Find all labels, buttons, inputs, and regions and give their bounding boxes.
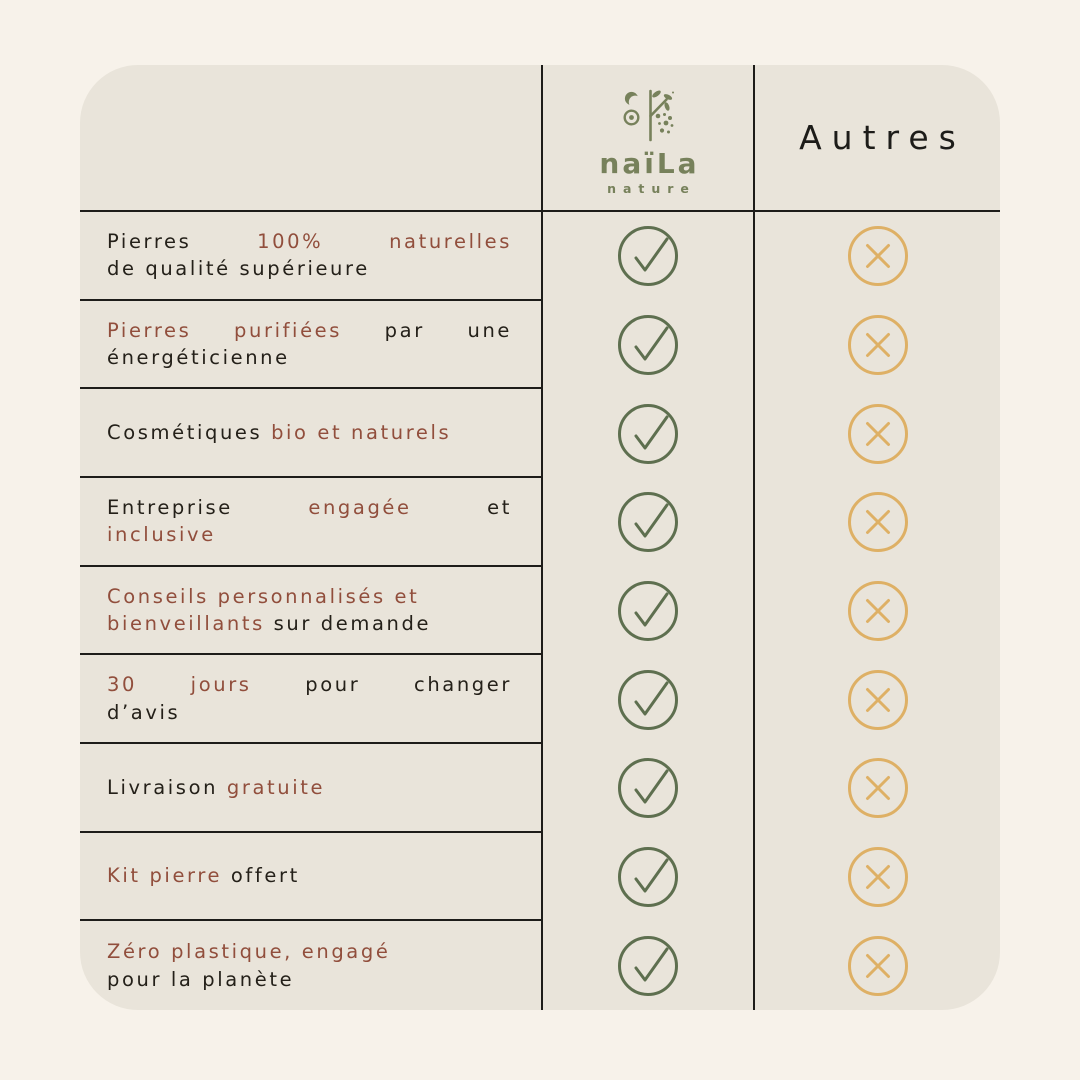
feature-text-accent: Pierres purifiées bbox=[107, 318, 343, 342]
table-row: Pierres purifiées par une énergéticienne bbox=[80, 300, 1000, 390]
table-row: Livraison gratuite bbox=[80, 744, 1000, 833]
table-row: Entreprise engagée et inclusive bbox=[80, 478, 1000, 567]
feature-text: Cosmétiques bio et naturels bbox=[107, 419, 512, 447]
autres-status-cell bbox=[753, 921, 1000, 1010]
naila-status-cell bbox=[541, 212, 753, 301]
table-row: Pierres 100% naturelles de qualité supéri… bbox=[80, 212, 1000, 301]
cross-circle-icon bbox=[847, 669, 908, 730]
feature-text-plain: Cosmétiques bbox=[107, 420, 272, 444]
feature-text: 30 jours pour changer d’avis bbox=[107, 671, 512, 726]
cross-circle-icon bbox=[847, 403, 908, 464]
autres-status-cell bbox=[753, 655, 1000, 745]
check-circle-icon bbox=[618, 315, 678, 375]
brand-name: naïLa bbox=[599, 146, 700, 180]
table-row: Conseils personnalisés et bienveillants s… bbox=[80, 566, 1000, 656]
cross-circle-icon bbox=[847, 581, 908, 642]
feature-text-accent: Zéro plastique, engagé bbox=[107, 940, 391, 964]
feature-text: Entreprise engagée et inclusive bbox=[107, 494, 512, 549]
autres-status-cell bbox=[753, 389, 1000, 479]
feature-text-plain: Pierres bbox=[107, 229, 258, 253]
feature-text-accent: 100% naturelles bbox=[257, 229, 512, 253]
naila-status-cell bbox=[541, 300, 753, 390]
cross-circle-icon bbox=[847, 315, 908, 375]
feature-text-accent: gratuite bbox=[226, 775, 326, 799]
naila-status-cell bbox=[541, 389, 753, 479]
feature-text-plain: pour la planète bbox=[107, 967, 295, 991]
feature-label-cell: Conseils personnalisés et bienveillants s… bbox=[80, 567, 541, 656]
competitor-label: Autres bbox=[799, 118, 966, 157]
table-row: Kit pierre offert bbox=[80, 832, 1000, 922]
feature-text-accent: engagée bbox=[308, 495, 412, 519]
naila-status-cell bbox=[541, 832, 753, 922]
feature-label-cell: Livraison gratuite bbox=[80, 744, 541, 833]
header-competitor-cell: Autres bbox=[753, 65, 1000, 212]
naila-status-cell bbox=[541, 478, 753, 567]
naila-status-cell bbox=[541, 655, 753, 745]
feature-label-cell: Cosmétiques bio et naturels bbox=[80, 389, 541, 479]
cross-circle-icon bbox=[847, 226, 908, 287]
feature-text-plain: énergéticienne bbox=[107, 346, 290, 369]
table-row: Cosmétiques bio et naturels bbox=[80, 389, 1000, 479]
table-row: 30 jours pour changer d’avis bbox=[80, 655, 1000, 745]
brand-tagline: nature bbox=[607, 181, 696, 197]
autres-status-cell bbox=[753, 478, 1000, 567]
feature-text-accent: bio et naturels bbox=[271, 420, 452, 444]
feature-text: Zéro plastique, engagé pour la planète bbox=[107, 938, 512, 993]
autres-status-cell bbox=[753, 566, 1000, 656]
autres-status-cell bbox=[753, 300, 1000, 390]
feature-text-accent: 30 jours bbox=[107, 673, 252, 697]
feature-text-accent: Conseils personnalisés et bbox=[107, 584, 420, 608]
table-body: Pierres 100% naturelles de qualité supéri… bbox=[80, 212, 1000, 1010]
naila-status-cell bbox=[541, 566, 753, 656]
naila-status-cell bbox=[541, 744, 753, 833]
feature-text-accent: inclusive bbox=[107, 523, 216, 547]
feature-text: Conseils personnalisés et bienveillants s… bbox=[107, 583, 512, 638]
feature-text-plain: sur demande bbox=[264, 612, 432, 636]
naila-status-cell bbox=[541, 921, 753, 1010]
feature-text-plain: Livraison bbox=[107, 775, 227, 799]
feature-label-cell: Kit pierre offert bbox=[80, 833, 541, 922]
feature-label-cell: Pierres purifiées par une énergéticienne bbox=[80, 301, 541, 390]
feature-label-cell: Zéro plastique, engagé pour la planète bbox=[80, 921, 541, 1010]
check-circle-icon bbox=[618, 847, 678, 908]
table-header-row: naïLa nature Autres bbox=[80, 65, 1000, 212]
check-circle-icon bbox=[618, 226, 678, 287]
feature-label-cell: Entreprise engagée et inclusive bbox=[80, 478, 541, 567]
feature-text-plain: pour changer bbox=[251, 673, 512, 697]
feature-text-accent: bienveillants bbox=[107, 612, 265, 636]
feature-text-accent: Kit pierre bbox=[107, 864, 231, 888]
feature-text: Pierres purifiées par une énergéticienne bbox=[107, 317, 512, 372]
cross-circle-icon bbox=[847, 758, 908, 819]
cross-circle-icon bbox=[847, 492, 908, 553]
cross-circle-icon bbox=[847, 847, 908, 908]
comparison-card: naïLa nature Autres Pierres 100% naturel… bbox=[80, 65, 1000, 1010]
check-circle-icon bbox=[618, 581, 678, 642]
feature-text-plain: de qualité supérieure bbox=[107, 257, 370, 281]
check-circle-icon bbox=[618, 492, 678, 553]
naila-logo-icon bbox=[623, 89, 674, 142]
feature-text-plain: d’avis bbox=[107, 700, 181, 724]
autres-status-cell bbox=[753, 212, 1000, 301]
header-brand-cell: naïLa nature bbox=[541, 65, 753, 212]
feature-label-cell: Pierres 100% naturelles de qualité supéri… bbox=[80, 212, 541, 301]
check-circle-icon bbox=[618, 935, 678, 996]
feature-label-cell: 30 jours pour changer d’avis bbox=[80, 655, 541, 745]
autres-status-cell bbox=[753, 744, 1000, 833]
feature-text-plain: Entreprise bbox=[107, 495, 309, 519]
feature-text-plain: offert bbox=[230, 864, 300, 888]
check-circle-icon bbox=[618, 758, 678, 819]
header-empty-cell bbox=[80, 65, 541, 212]
table-row: Zéro plastique, engagé pour la planète bbox=[80, 921, 1000, 1010]
feature-text: Kit pierre offert bbox=[107, 862, 512, 890]
check-circle-icon bbox=[618, 669, 678, 730]
feature-text: Livraison gratuite bbox=[107, 774, 512, 802]
check-circle-icon bbox=[618, 403, 678, 464]
feature-text: Pierres 100% naturelles de qualité supéri… bbox=[107, 228, 512, 283]
cross-circle-icon bbox=[847, 935, 908, 996]
autres-status-cell bbox=[753, 832, 1000, 922]
feature-text-plain: et bbox=[411, 495, 512, 519]
feature-text-plain: par une bbox=[342, 318, 512, 342]
